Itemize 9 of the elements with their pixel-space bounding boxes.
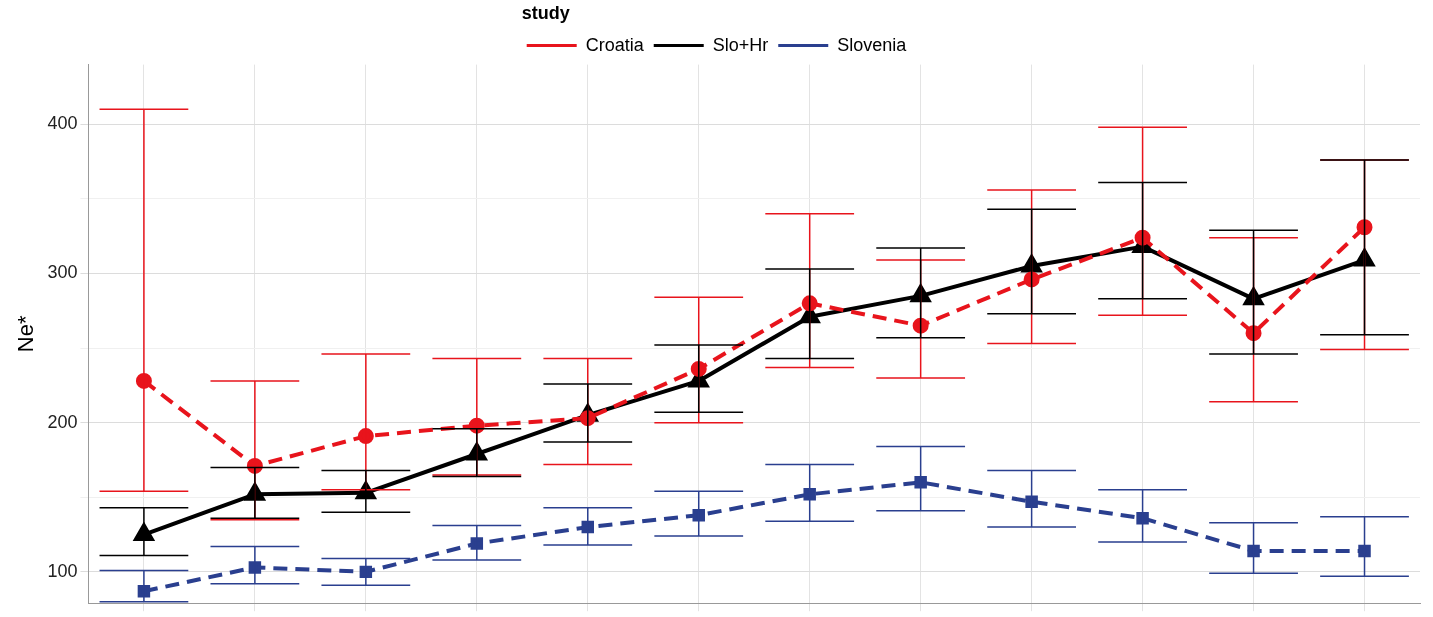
y-tick-label: 400 — [47, 113, 78, 134]
legend-label: Slovenia — [837, 34, 908, 55]
y-tick-label: 200 — [47, 411, 78, 432]
legend-label: Croatia — [585, 34, 645, 55]
y-tick-label: 300 — [47, 262, 78, 283]
legend-label: Slo+Hr — [712, 34, 769, 55]
y-tick-label: 100 — [47, 560, 78, 581]
legend-title: study — [521, 2, 570, 23]
y-axis-title: Ne* — [13, 315, 39, 353]
